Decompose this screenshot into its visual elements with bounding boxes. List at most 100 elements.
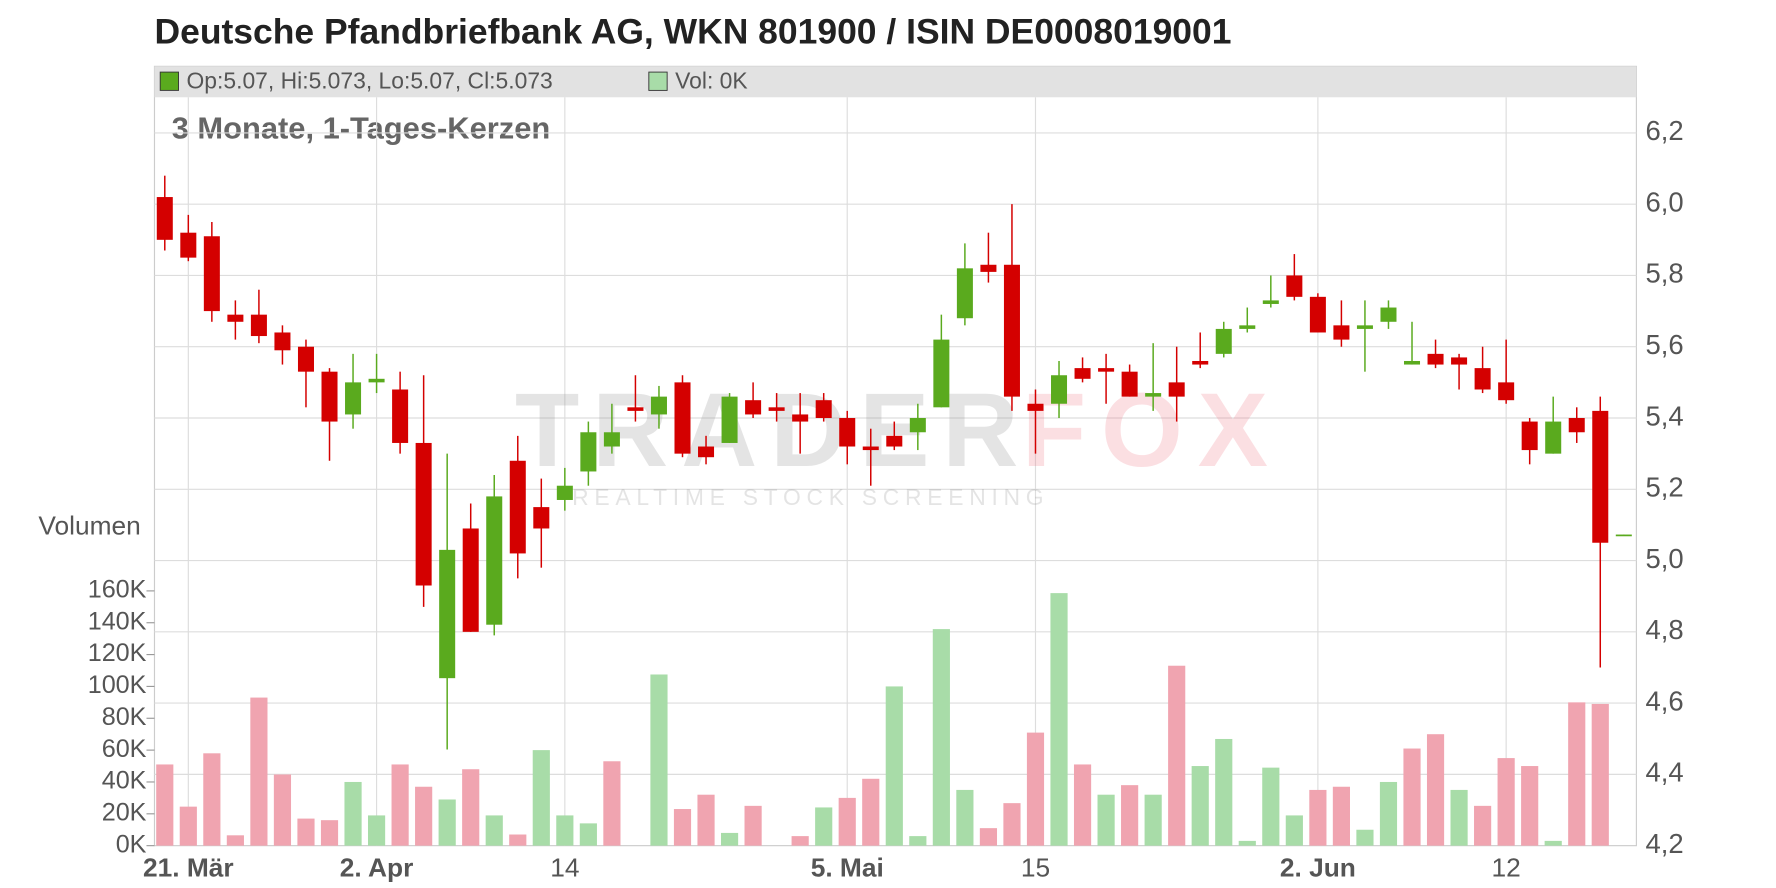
volume-bar [1121,785,1139,846]
volume-bar [250,697,268,846]
legend-swatch [159,71,179,91]
volume-bar [744,805,762,846]
volume-bar [932,629,950,846]
x-tick-label: 15 [1021,853,1050,883]
candle-body [250,314,267,337]
chart-subtitle: 3 Monate, 1-Tages-Kerzen [172,111,551,146]
volume-bar [1426,734,1445,846]
candle-body [956,268,973,319]
volume-bar [979,828,998,846]
candle-body [1051,375,1068,404]
volume-bar [1450,789,1468,846]
volume-bar [156,764,174,846]
candle-body [1215,328,1232,354]
candle-body [627,407,644,411]
candle-body [839,418,856,447]
candle-body [698,446,715,458]
candle-body [156,197,173,240]
volume-bar [815,807,833,846]
y-tick-label: 4,6 [1646,685,1684,716]
chart-title: Deutsche Pfandbriefbank AG, WKN 801900 /… [154,12,1231,52]
volume-bar [320,820,339,846]
legend-text: Op:5.07, Hi:5.073, Lo:5.07, Cl:5.073 [187,67,553,93]
volume-bar [1591,703,1609,846]
candle-body [1451,357,1468,365]
volume-bar [1168,665,1186,846]
candle-body [1592,410,1609,543]
volume-bar [1003,803,1021,846]
x-tick-label: 2. Jun [1280,853,1356,883]
candle-body [1380,307,1397,322]
volume-bar [909,836,927,846]
volume-bar [1097,794,1115,846]
y2-tick-label: 160K [88,576,147,604]
candle-body [227,314,244,322]
candle-body [1003,264,1020,397]
volume-bar [673,809,692,846]
volume-bar [462,769,480,846]
candle-body [1545,421,1562,454]
candle-body [745,400,762,415]
candle-body [1027,403,1044,411]
volume-bar [556,815,574,846]
volume-label: Volumen [38,510,140,540]
candle-body [1568,418,1585,433]
volume-bar [1073,764,1092,846]
volume-bar [1332,786,1350,846]
candle-body [297,346,314,372]
candle-body [486,496,503,625]
candle-body [1333,325,1350,340]
volume-bar [391,764,409,846]
volume-bar [1262,767,1280,846]
candle-body [1615,534,1632,537]
volume-bar [1544,840,1562,846]
volume-bar [1026,732,1045,846]
candle-body [415,442,432,586]
y2-tick-label: 0K [116,830,147,858]
volume-bar [1568,702,1586,846]
y-tick-label: 5,6 [1646,329,1684,360]
volume-bar [226,835,244,846]
candle-body [203,236,220,312]
volume-bar [273,774,292,846]
y-tick-label: 6,0 [1646,186,1684,217]
candle-body [1356,325,1373,329]
volume-bar [1497,758,1515,846]
candle-body [768,407,785,411]
x-tick-label: 21. Mär [143,853,234,883]
volume-bar [579,823,597,846]
candle-body [1427,353,1444,365]
volume-bar [344,781,362,846]
volume-bar [1144,794,1162,846]
volume-bar [415,786,433,846]
volume-bar [885,686,903,846]
legend-text: Vol: 0K [675,67,747,93]
volume-bar [1474,805,1492,846]
legend-bar [154,66,1637,98]
candle-body [792,414,809,422]
candle-body [603,432,620,447]
x-tick-label: 14 [550,853,579,883]
candle-body [1145,393,1162,397]
volume-bar [956,789,974,846]
candle-body [1498,382,1515,401]
volume-bar [838,797,856,846]
volume-bar [203,753,221,846]
candle-body [533,507,550,529]
candle-body [815,400,832,419]
candle-body [862,446,879,451]
volume-bar [1285,815,1303,846]
candle-body [321,371,338,422]
x-tick-label: 12 [1492,853,1521,883]
volume-bar [720,832,739,846]
volume-bars [156,593,1609,846]
volume-bar [438,799,456,846]
candle-body [1168,382,1185,397]
y2-tick-label: 140K [88,607,147,635]
candle-body [462,528,479,632]
volume-bar [650,674,668,846]
x-tick-label: 2. Apr [340,853,414,883]
y2-tick-label: 40K [102,767,147,795]
volume-bar [367,815,386,846]
candle-body [674,382,691,454]
